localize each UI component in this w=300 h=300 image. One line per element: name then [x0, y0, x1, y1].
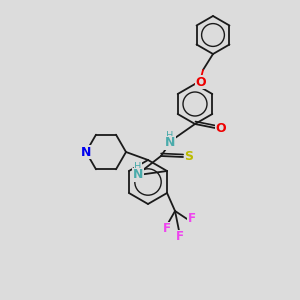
Text: O: O — [196, 76, 206, 88]
Text: H: H — [166, 131, 174, 141]
Text: H: H — [134, 162, 142, 172]
Text: F: F — [176, 230, 184, 244]
Text: N: N — [165, 136, 175, 149]
Text: N: N — [81, 146, 91, 158]
Text: O: O — [216, 122, 226, 134]
Text: F: F — [163, 223, 171, 236]
Text: F: F — [188, 212, 196, 226]
Text: S: S — [184, 151, 194, 164]
Text: N: N — [133, 169, 143, 182]
